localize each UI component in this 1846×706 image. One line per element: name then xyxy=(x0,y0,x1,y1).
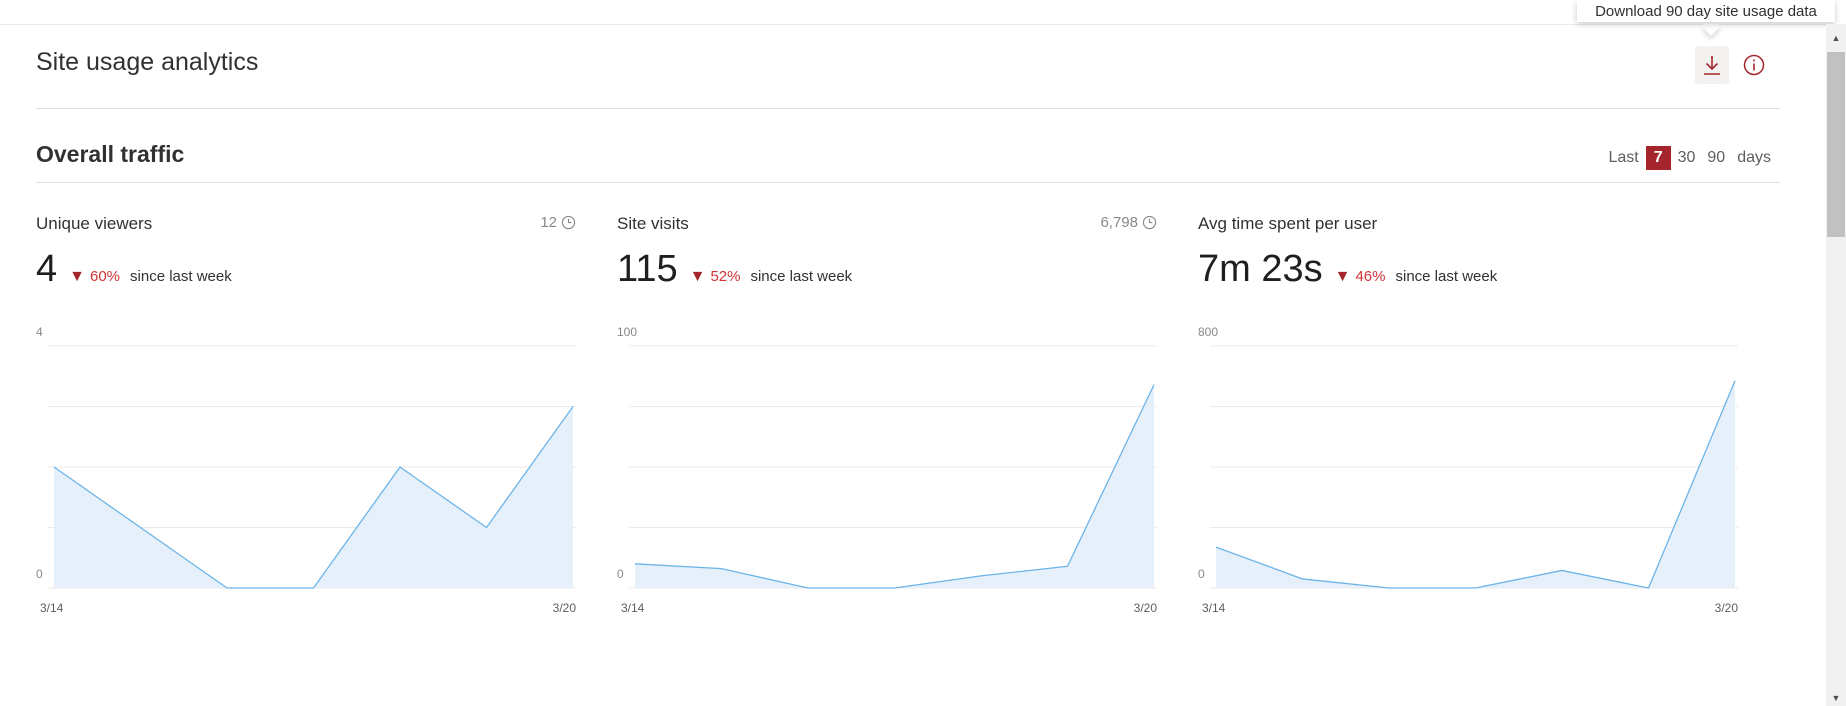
delta-text: since last week xyxy=(750,268,853,285)
period-option-7[interactable]: 7 xyxy=(1645,146,1671,170)
y-tick-label: 800 xyxy=(1198,326,1218,339)
y-tick-label: 4 xyxy=(36,326,43,339)
x-tick-label: 3/14 xyxy=(40,601,64,615)
period-option-30[interactable]: 30 xyxy=(1677,149,1696,166)
info-icon xyxy=(1743,54,1765,76)
section-title: Overall traffic xyxy=(36,141,185,167)
top-divider xyxy=(0,24,1826,25)
clock-icon xyxy=(1142,215,1157,230)
card-unique-viewers: Unique viewers 12 4 ▼ 60% since last wee… xyxy=(36,208,576,678)
delta: ▼ 52% since last week xyxy=(690,268,853,286)
metric-value: 115 xyxy=(617,248,678,290)
card-total: 6,798 xyxy=(1100,214,1157,231)
series-line xyxy=(53,406,574,589)
delta: ▼ 60% since last week xyxy=(69,268,232,286)
y-tick-label: 0 xyxy=(1198,567,1205,581)
metric: 115 ▼ 52% since last week xyxy=(617,248,852,291)
card-avg-time: Avg time spent per user 7m 23s ▼ 46% sin… xyxy=(1198,208,1738,678)
delta-percent: 46% xyxy=(1355,268,1386,285)
section-divider xyxy=(36,182,1780,183)
down-arrow-icon: ▼ xyxy=(689,268,706,285)
delta-percent: 52% xyxy=(710,268,741,285)
down-arrow-icon: ▼ xyxy=(1334,268,1351,285)
metric-value: 4 xyxy=(36,248,58,290)
period-option-90[interactable]: 90 xyxy=(1707,149,1726,166)
x-tick-label: 3/20 xyxy=(1715,601,1738,615)
download-button[interactable] xyxy=(1695,46,1729,84)
period-selector: Last 7 30 90 days xyxy=(1603,146,1776,170)
header-divider xyxy=(36,108,1780,109)
area-chart: 4 0 3/14 3/20 xyxy=(36,326,576,615)
scroll-down-arrow-icon[interactable]: ▼ xyxy=(1831,693,1841,703)
area-chart: 100 0 3/14 3/20 xyxy=(617,326,1157,615)
info-button[interactable] xyxy=(1737,46,1771,84)
series-area xyxy=(1216,380,1735,588)
x-tick-label: 3/14 xyxy=(621,601,645,615)
y-tick-label: 0 xyxy=(36,567,43,581)
y-tick-label: 0 xyxy=(617,567,624,581)
delta-text: since last week xyxy=(130,268,232,285)
period-suffix: days xyxy=(1737,149,1771,166)
clock-icon xyxy=(561,215,576,230)
series-line xyxy=(634,384,1155,589)
series-area xyxy=(54,406,573,588)
x-tick-label: 3/14 xyxy=(1202,601,1226,615)
scrollbar-thumb[interactable] xyxy=(1827,52,1845,237)
metric: 4 ▼ 60% since last week xyxy=(36,248,232,291)
metric: 7m 23s ▼ 46% since last week xyxy=(1198,248,1497,291)
card-total: 12 xyxy=(540,214,576,231)
card-site-visits: Site visits 6,798 115 ▼ 52% since last w… xyxy=(617,208,1157,678)
card-total-value: 6,798 xyxy=(1100,214,1138,231)
down-arrow-icon: ▼ xyxy=(69,268,85,285)
period-prefix: Last xyxy=(1608,149,1639,166)
x-tick-label: 3/20 xyxy=(553,601,576,615)
card-title: Site visits xyxy=(617,214,689,233)
header-actions xyxy=(1695,46,1771,84)
download-icon xyxy=(1704,56,1720,75)
card-title: Unique viewers xyxy=(36,214,153,233)
delta-text: since last week xyxy=(1395,268,1498,285)
download-tooltip: Download 90 day site usage data xyxy=(1577,0,1835,22)
series-line xyxy=(1215,380,1736,589)
delta-percent: 60% xyxy=(89,268,121,285)
card-total-value: 12 xyxy=(540,214,557,231)
area-chart: 800 0 3/14 3/20 xyxy=(1198,326,1738,615)
page-title: Site usage analytics xyxy=(36,48,259,76)
y-tick-label: 100 xyxy=(617,326,637,339)
delta: ▼ 46% since last week xyxy=(1335,268,1498,286)
scroll-up-arrow-icon[interactable]: ▲ xyxy=(1831,33,1841,43)
series-area xyxy=(635,384,1154,588)
card-title: Avg time spent per user xyxy=(1198,214,1378,233)
x-tick-label: 3/20 xyxy=(1134,601,1157,615)
metric-value: 7m 23s xyxy=(1198,248,1323,290)
